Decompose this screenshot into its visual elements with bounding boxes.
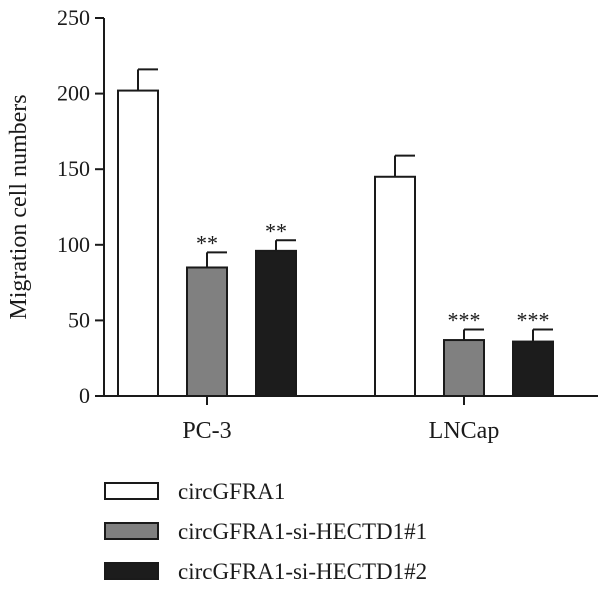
y-tick-label: 50 (68, 307, 90, 332)
bar (117, 89, 159, 398)
significance-label: ** (265, 218, 287, 243)
x-tick-label: PC-3 (182, 418, 231, 444)
y-tick-label: 150 (57, 156, 90, 181)
legend-label: circGFRA1-si-HECTD1#2 (178, 559, 427, 584)
bar (512, 340, 554, 397)
legend-swatch (104, 482, 159, 500)
bar (186, 266, 228, 398)
legend-label: circGFRA1 (178, 479, 285, 504)
y-axis-label: Migration cell numbers (6, 94, 32, 319)
legend-swatch (104, 522, 159, 540)
legend-label: circGFRA1-si-HECTD1#1 (178, 519, 427, 544)
bar (443, 339, 485, 397)
y-tick-label: 0 (79, 383, 90, 408)
bar (374, 175, 416, 397)
legend-swatch (104, 562, 159, 580)
significance-label: *** (448, 307, 481, 332)
y-tick-label: 100 (57, 232, 90, 257)
significance-label: ** (196, 230, 218, 255)
axes: 0 50 100 150 200 250 PC-3 LNCap (57, 5, 598, 444)
y-tick-label: 200 (57, 81, 90, 106)
legend: circGFRA1 circGFRA1-si-HECTD1#1 circGFRA1-… (104, 479, 427, 584)
bar (255, 249, 297, 397)
bars: ** ***** *** (117, 68, 554, 398)
y-tick-label: 250 (57, 5, 90, 30)
significance-label: *** (517, 307, 550, 332)
x-tick-label: LNCap (429, 418, 500, 444)
